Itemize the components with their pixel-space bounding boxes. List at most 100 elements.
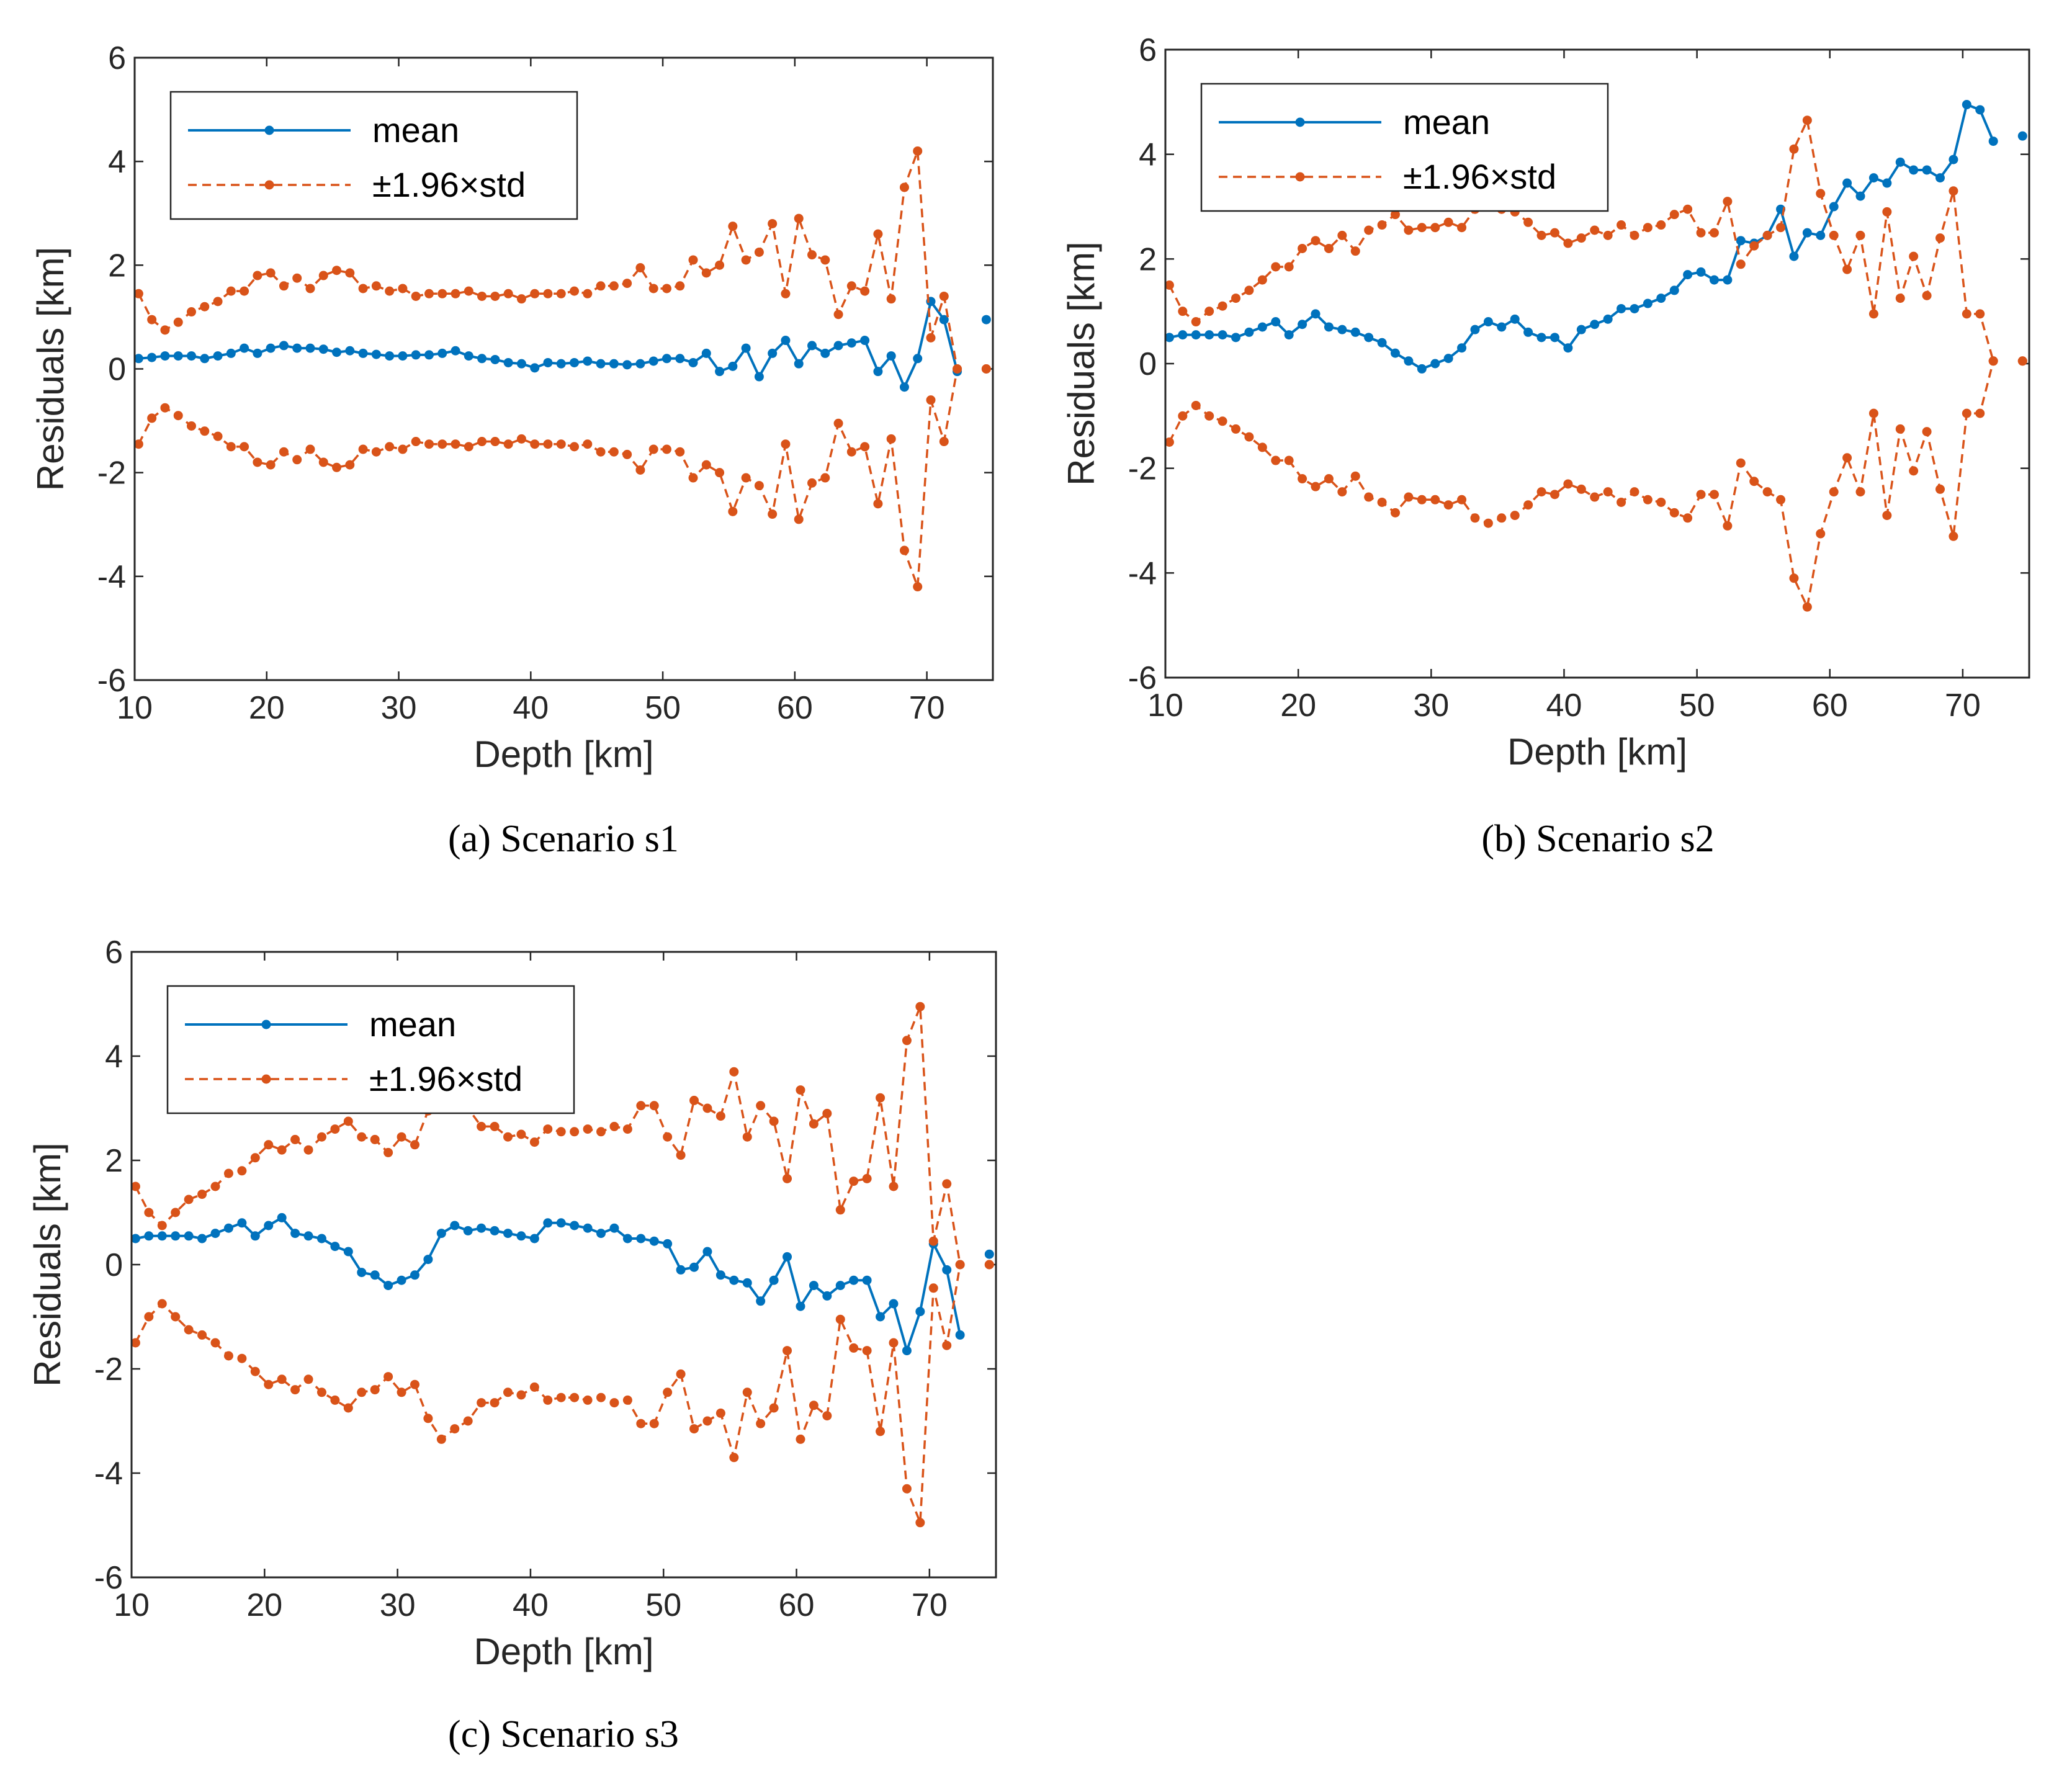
std-point	[398, 284, 408, 294]
std-point	[1922, 427, 1932, 437]
std-point	[1630, 487, 1639, 497]
mean-point	[1829, 202, 1839, 212]
std-point	[318, 457, 328, 467]
std-point	[132, 1338, 140, 1348]
plot-frame	[1164, 48, 2030, 679]
std-point	[984, 1260, 994, 1270]
mean-point	[1709, 275, 1719, 285]
std-point	[1709, 228, 1719, 238]
std-point	[1749, 241, 1759, 251]
std-point	[702, 1416, 712, 1426]
mean-point	[410, 1270, 419, 1280]
std-point	[1165, 280, 1174, 290]
plot-frame	[133, 56, 994, 681]
mean-point	[223, 1223, 233, 1233]
mean-point	[1617, 303, 1626, 313]
x-tick-label: 60	[779, 1587, 815, 1623]
std-point	[264, 1379, 274, 1389]
y-tick-label: 4	[1139, 137, 1157, 173]
mean-point	[1404, 356, 1414, 366]
std-point	[1789, 573, 1799, 583]
std-point	[1284, 455, 1294, 465]
std-point	[676, 1369, 686, 1379]
std-point	[213, 431, 223, 441]
std-point	[530, 289, 540, 298]
mean-point	[1630, 303, 1639, 313]
std-point	[1311, 236, 1321, 246]
mean-point	[648, 356, 658, 366]
std-point	[200, 302, 210, 312]
mean-point	[411, 350, 421, 360]
std-point	[160, 325, 170, 335]
std-point	[490, 1398, 500, 1408]
std-point	[570, 442, 580, 452]
std-point	[1204, 411, 1214, 421]
std-point	[1337, 487, 1347, 497]
x-tick-label: 30	[381, 690, 417, 726]
mean-point	[902, 1346, 912, 1356]
std-point	[1497, 513, 1507, 523]
mean-point	[1350, 327, 1360, 337]
std-point	[184, 1325, 194, 1335]
std-point	[266, 268, 276, 278]
std-point	[157, 1299, 167, 1309]
std-point	[796, 1434, 805, 1444]
mean-point	[1868, 173, 1878, 183]
std-point	[135, 439, 143, 449]
mean-point	[741, 343, 751, 353]
mean-point	[184, 1231, 194, 1241]
mean-point	[754, 372, 764, 382]
std-point	[1630, 230, 1639, 240]
x-tick-label: 30	[380, 1587, 416, 1623]
mean-point	[1377, 338, 1387, 347]
std-point	[424, 439, 434, 449]
mean-point	[1975, 105, 1985, 115]
std-point	[596, 1392, 606, 1402]
std-point	[663, 1387, 673, 1397]
std-point	[728, 506, 738, 516]
std-point	[835, 1314, 845, 1324]
std-point	[147, 315, 157, 325]
std-point	[1962, 309, 1971, 319]
std-point	[1816, 529, 1826, 539]
mean-point	[781, 336, 791, 346]
std-point	[516, 294, 526, 304]
std-lower-line	[1168, 361, 1994, 608]
mean-point	[609, 359, 619, 369]
std-point	[477, 1398, 487, 1408]
std-point	[583, 439, 593, 449]
x-tick-label: 10	[1147, 688, 1183, 724]
std-point	[240, 286, 249, 296]
std-point	[303, 1374, 313, 1384]
std-point	[464, 442, 473, 452]
x-axis-label: Depth [km]	[473, 1631, 653, 1672]
mean-point	[835, 1281, 845, 1291]
mean-point	[1298, 320, 1307, 329]
mean-point	[1962, 100, 1971, 110]
legend-mean-marker	[264, 125, 274, 135]
mean-point	[237, 1218, 247, 1228]
std-point	[503, 439, 513, 449]
std-point	[1244, 432, 1254, 442]
std-point	[464, 286, 473, 296]
mean-point	[768, 348, 778, 358]
std-point	[873, 229, 883, 239]
std-point	[1696, 490, 1706, 500]
std-point	[648, 444, 658, 454]
std-point	[981, 364, 991, 374]
std-point	[358, 444, 368, 454]
mean-point	[794, 359, 804, 369]
std-point	[849, 1343, 859, 1353]
std-point	[1523, 500, 1533, 510]
std-point	[277, 1145, 287, 1155]
std-point	[1656, 497, 1666, 507]
mean-point	[1191, 330, 1201, 340]
mean-point	[436, 1229, 446, 1239]
mean-point	[345, 346, 355, 356]
mean-point	[984, 1249, 994, 1259]
std-point	[1536, 230, 1546, 240]
std-point	[1895, 424, 1905, 434]
std-point	[529, 1137, 539, 1147]
std-point	[371, 281, 381, 291]
std-point	[292, 455, 302, 465]
